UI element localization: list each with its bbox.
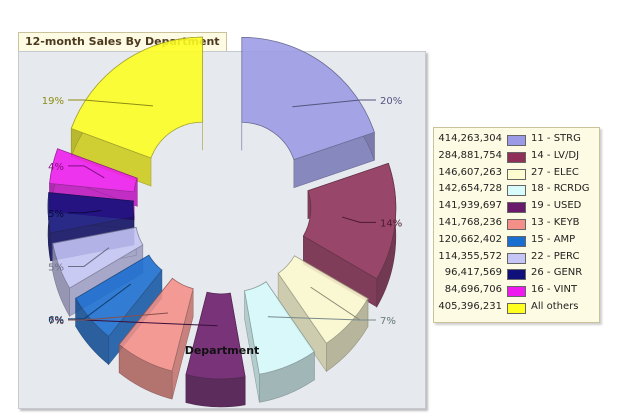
- leader-line-3: [267, 316, 376, 321]
- legend-value: 405,396,231: [438, 301, 502, 312]
- legend-value: 141,939,697: [438, 200, 502, 212]
- legend-swatch: [507, 303, 526, 314]
- legend-label: 13 - KEYB: [531, 217, 580, 228]
- x-axis-label: Department: [185, 344, 260, 357]
- leader-line-6: [68, 283, 131, 320]
- leader-line-5: [68, 312, 169, 321]
- legend: 414,263,304 11 - STRG 284,881,754 14 - LV/D…: [433, 127, 600, 323]
- pie-slice-6: [75, 254, 163, 366]
- leader-line-7: [68, 247, 110, 267]
- legend-value: 414,263,304: [438, 133, 502, 144]
- percent-label-0: 20%: [380, 96, 402, 107]
- pie-slice-4: [185, 291, 246, 408]
- leader-line-9: [68, 165, 105, 179]
- legend-swatch: [507, 151, 526, 163]
- percent-label-8: 5%: [48, 209, 64, 220]
- legend-value: 84,696,706: [444, 284, 502, 296]
- leader-line-0: [292, 99, 376, 108]
- percent-label-2: 7%: [380, 316, 396, 327]
- pie-slice-3: [244, 280, 315, 403]
- percent-label-10: 19%: [42, 96, 64, 107]
- legend-value: 141,768,236: [438, 217, 502, 228]
- leader-line-8: [68, 209, 102, 214]
- legend-swatch: [507, 252, 526, 264]
- legend-swatch: [507, 219, 526, 230]
- legend-swatch: [507, 286, 526, 298]
- pie-slice-5: [118, 277, 194, 400]
- legend-value: 142,654,728: [438, 183, 502, 195]
- legend-label: 26 - GENR: [531, 267, 583, 279]
- legend-label: 15 - AMP: [531, 233, 576, 245]
- legend-value: 120,662,402: [438, 233, 502, 245]
- legend-value: 284,881,754: [438, 149, 502, 161]
- percent-label-5: 7%: [48, 316, 64, 327]
- legend-swatch: [507, 135, 526, 146]
- legend-swatch: [507, 168, 526, 180]
- legend-value: 114,355,572: [438, 250, 502, 262]
- pie-slice-2: [277, 255, 369, 373]
- leader-line-10: [68, 99, 154, 107]
- legend-label: All others: [531, 301, 579, 312]
- legend-label: 18 - RCRDG: [531, 183, 590, 195]
- leader-line-1: [342, 216, 376, 223]
- legend-label: 11 - STRG: [531, 133, 581, 144]
- legend-value: 146,607,263: [438, 166, 502, 178]
- pie-slice-10: [70, 36, 203, 187]
- pie-slice-1: [302, 162, 397, 308]
- legend-swatch: [507, 185, 526, 197]
- legend-label: 14 - LV/DJ: [531, 149, 580, 161]
- percent-label-9: 4%: [48, 162, 64, 173]
- legend-swatch: [507, 235, 526, 247]
- percent-label-6: 6%: [48, 315, 64, 326]
- legend-swatch: [507, 202, 526, 214]
- legend-swatch: [507, 269, 526, 281]
- percent-label-3: 7%: [380, 316, 396, 327]
- percent-label-4: 7%: [48, 316, 64, 327]
- legend-label: 27 - ELEC: [531, 166, 579, 178]
- legend-value: 96,417,569: [444, 267, 502, 279]
- legend-label: 16 - VINT: [531, 284, 578, 296]
- legend-label: 19 - USED: [531, 200, 582, 212]
- pie-slice-0: [241, 36, 375, 189]
- percent-label-7: 5%: [48, 262, 64, 273]
- legend-label: 22 - PERC: [531, 250, 580, 262]
- percent-label-1: 14%: [380, 218, 402, 229]
